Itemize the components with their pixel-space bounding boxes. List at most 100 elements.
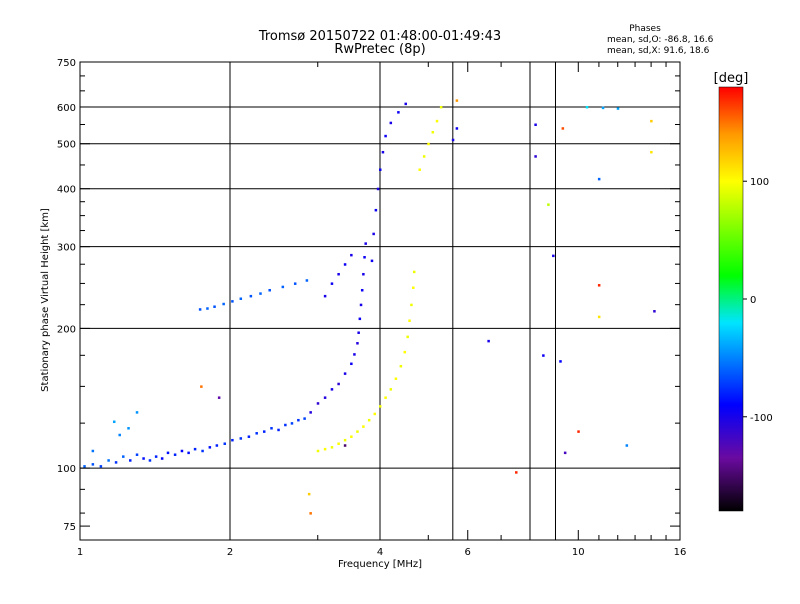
colorbar-label: [deg] [714, 71, 749, 86]
colorbar: [deg] 100 0 -100 [714, 71, 773, 512]
data-point [231, 438, 234, 442]
data-point [277, 428, 280, 432]
data-point [297, 418, 300, 422]
data-point [585, 105, 589, 109]
data-point [180, 449, 184, 453]
y-tick-label: 600 [57, 103, 76, 114]
data-point [200, 385, 203, 388]
data-point [389, 121, 393, 125]
data-point [91, 463, 95, 466]
data-point [222, 302, 225, 306]
data-point [372, 232, 375, 236]
data-point [337, 272, 340, 276]
data-point [217, 396, 221, 399]
data-point [91, 449, 95, 453]
data-point [397, 111, 400, 114]
data-point [255, 432, 258, 435]
data-point [356, 430, 359, 433]
data-point [307, 492, 311, 496]
data-point [337, 442, 340, 445]
data-point [431, 130, 435, 134]
data-point [114, 461, 118, 464]
data-point [118, 433, 121, 437]
data-point [563, 451, 567, 455]
phases-o-stats: mean, sd,O: -86.8, 16.6 [607, 35, 714, 45]
data-point [384, 134, 387, 138]
colorbar-tick-label: -100 [750, 413, 773, 424]
data-point [160, 457, 164, 460]
data-point [239, 437, 243, 440]
data-point [374, 208, 378, 212]
data-point [223, 442, 227, 445]
data-point [350, 435, 353, 438]
data-point [384, 396, 387, 399]
data-point [249, 294, 253, 298]
y-axis-label: Stationary phase Virtual Height [km] [40, 208, 51, 392]
data-point [316, 449, 320, 453]
data-point [364, 242, 367, 245]
data-point [129, 459, 132, 462]
data-point [343, 372, 347, 375]
data-point [597, 284, 601, 287]
data-point [547, 203, 550, 206]
data-point [316, 402, 320, 405]
data-point [418, 168, 421, 171]
data-point [597, 315, 601, 319]
data-point [597, 177, 601, 181]
data-point [394, 377, 398, 380]
data-point [357, 331, 360, 334]
data-point [122, 455, 125, 458]
data-point [561, 127, 565, 130]
x-tick-label: 6 [465, 547, 471, 558]
data-point [343, 263, 347, 266]
y-tick-label: 100 [57, 464, 76, 475]
data-point [343, 444, 347, 447]
data-point [350, 253, 353, 257]
data-point [601, 106, 605, 110]
data-point [268, 288, 271, 292]
x-axis-label: Frequency [MHz] [338, 559, 422, 570]
data-point [148, 459, 152, 462]
data-point [198, 308, 202, 311]
data-point [406, 335, 409, 339]
data-point [410, 303, 413, 307]
data-point [359, 303, 363, 307]
data-points [83, 99, 656, 515]
data-point [356, 342, 359, 345]
data-point [330, 388, 334, 391]
data-point [373, 412, 377, 416]
data-point [404, 102, 407, 106]
data-point [309, 512, 312, 515]
data-point [83, 465, 86, 468]
data-point [350, 362, 353, 366]
data-point [215, 444, 219, 447]
data-point [284, 423, 287, 427]
data-point [360, 288, 364, 292]
data-point [455, 99, 459, 102]
data-point [412, 286, 415, 290]
x-tick-label: 4 [377, 547, 383, 558]
data-point [270, 427, 273, 430]
data-point [231, 300, 234, 303]
data-point [330, 446, 334, 449]
data-point [616, 107, 620, 110]
y-tick-label: 200 [57, 324, 76, 335]
data-point [439, 105, 443, 109]
data-point [515, 471, 518, 474]
data-point [650, 150, 653, 154]
data-point [293, 282, 297, 285]
data-point [379, 168, 382, 171]
data-point [303, 417, 306, 420]
data-point [370, 259, 374, 263]
chart-subtitle: RwPretec (8p) [334, 42, 425, 57]
data-point [487, 339, 490, 343]
data-point [142, 457, 145, 460]
y-tick-label: 500 [57, 140, 76, 151]
data-point [154, 455, 158, 458]
data-point [559, 360, 562, 363]
x-tick-label: 2 [227, 547, 233, 558]
data-point [451, 138, 455, 142]
